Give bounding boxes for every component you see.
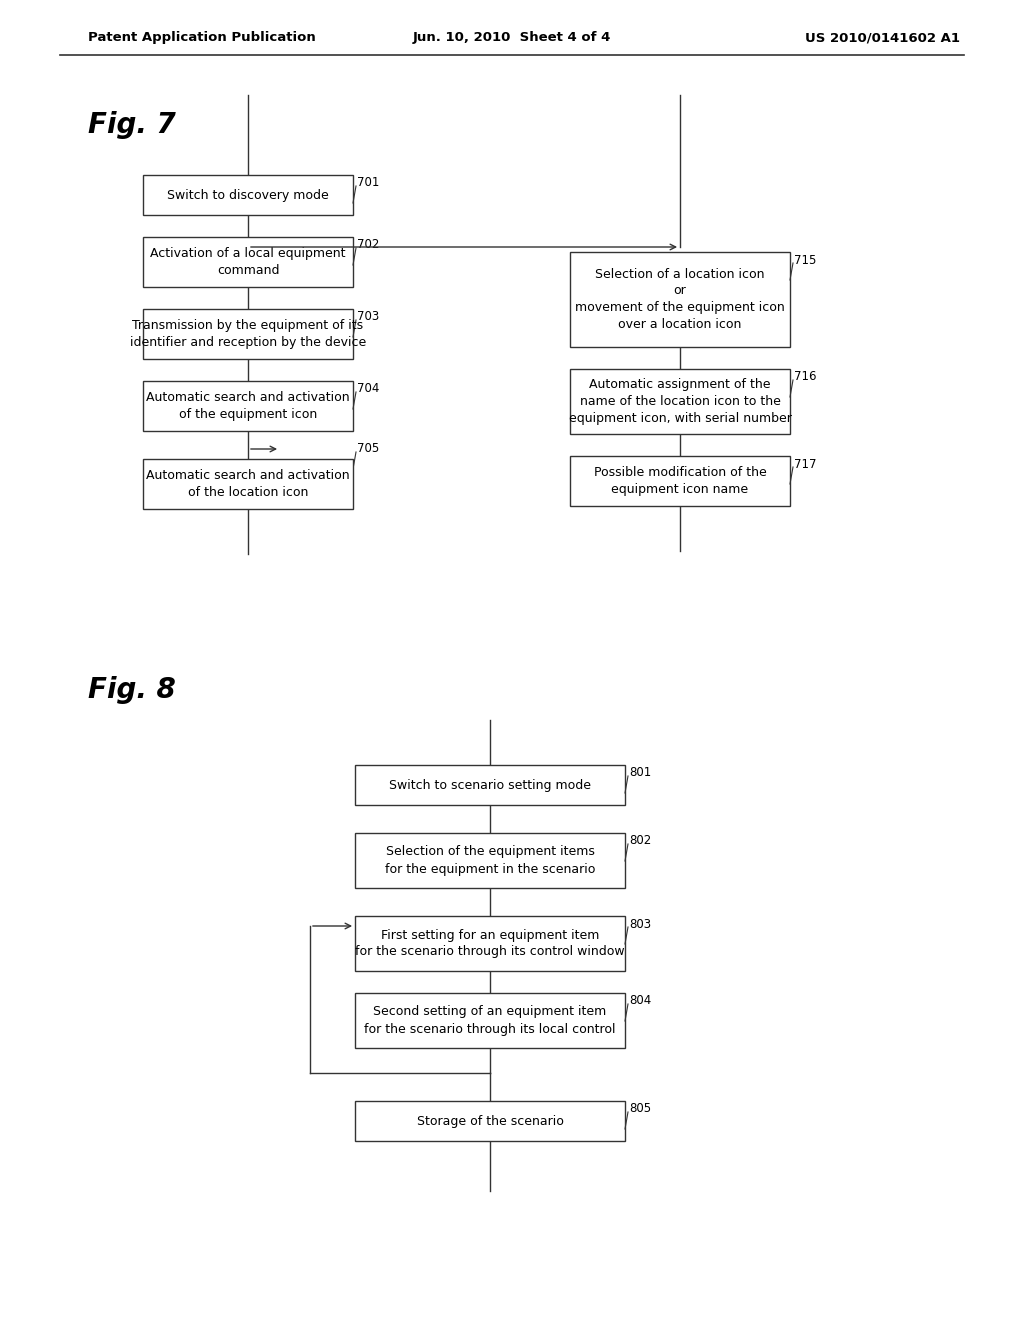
- Text: 717: 717: [794, 458, 816, 470]
- Text: Fig. 7: Fig. 7: [88, 111, 176, 139]
- Text: Possible modification of the
equipment icon name: Possible modification of the equipment i…: [594, 466, 766, 496]
- Text: 704: 704: [357, 383, 379, 396]
- Bar: [570, 370, 790, 434]
- Text: Automatic search and activation
of the equipment icon: Automatic search and activation of the e…: [146, 391, 350, 421]
- Bar: [570, 455, 790, 506]
- Text: 702: 702: [357, 239, 379, 252]
- Text: Patent Application Publication: Patent Application Publication: [88, 32, 315, 45]
- Bar: [143, 238, 353, 286]
- Text: Automatic assignment of the
name of the location icon to the
equipment icon, wit: Automatic assignment of the name of the …: [568, 378, 792, 425]
- Bar: [355, 993, 625, 1048]
- Text: 805: 805: [629, 1102, 651, 1115]
- Text: Transmission by the equipment of its
identifier and reception by the device: Transmission by the equipment of its ide…: [130, 319, 367, 348]
- Text: First setting for an equipment item
for the scenario through its control window: First setting for an equipment item for …: [355, 928, 625, 958]
- Bar: [143, 381, 353, 432]
- Text: 802: 802: [629, 834, 651, 847]
- Text: Fig. 8: Fig. 8: [88, 676, 176, 704]
- Bar: [355, 833, 625, 888]
- Bar: [570, 252, 790, 347]
- Text: Selection of a location icon
or
movement of the equipment icon
over a location i: Selection of a location icon or movement…: [575, 268, 784, 331]
- Bar: [143, 459, 353, 510]
- Text: 701: 701: [357, 177, 379, 190]
- Text: 804: 804: [629, 994, 651, 1007]
- Text: 801: 801: [629, 767, 651, 780]
- Text: 803: 803: [629, 917, 651, 931]
- Text: 705: 705: [357, 442, 379, 455]
- Bar: [355, 1101, 625, 1140]
- Text: Switch to scenario setting mode: Switch to scenario setting mode: [389, 779, 591, 792]
- Text: Automatic search and activation
of the location icon: Automatic search and activation of the l…: [146, 469, 350, 499]
- Text: 703: 703: [357, 310, 379, 323]
- Text: 715: 715: [794, 253, 816, 267]
- Bar: [355, 766, 625, 805]
- Text: US 2010/0141602 A1: US 2010/0141602 A1: [805, 32, 961, 45]
- Text: Activation of a local equipment
command: Activation of a local equipment command: [151, 247, 346, 277]
- Bar: [143, 176, 353, 215]
- Text: 716: 716: [794, 371, 816, 384]
- Text: Second setting of an equipment item
for the scenario through its local control: Second setting of an equipment item for …: [365, 1006, 615, 1035]
- Text: Storage of the scenario: Storage of the scenario: [417, 1114, 563, 1127]
- Text: Selection of the equipment items
for the equipment in the scenario: Selection of the equipment items for the…: [385, 846, 595, 875]
- Bar: [143, 309, 353, 359]
- Text: Switch to discovery mode: Switch to discovery mode: [167, 189, 329, 202]
- Bar: [355, 916, 625, 972]
- Text: Jun. 10, 2010  Sheet 4 of 4: Jun. 10, 2010 Sheet 4 of 4: [413, 32, 611, 45]
